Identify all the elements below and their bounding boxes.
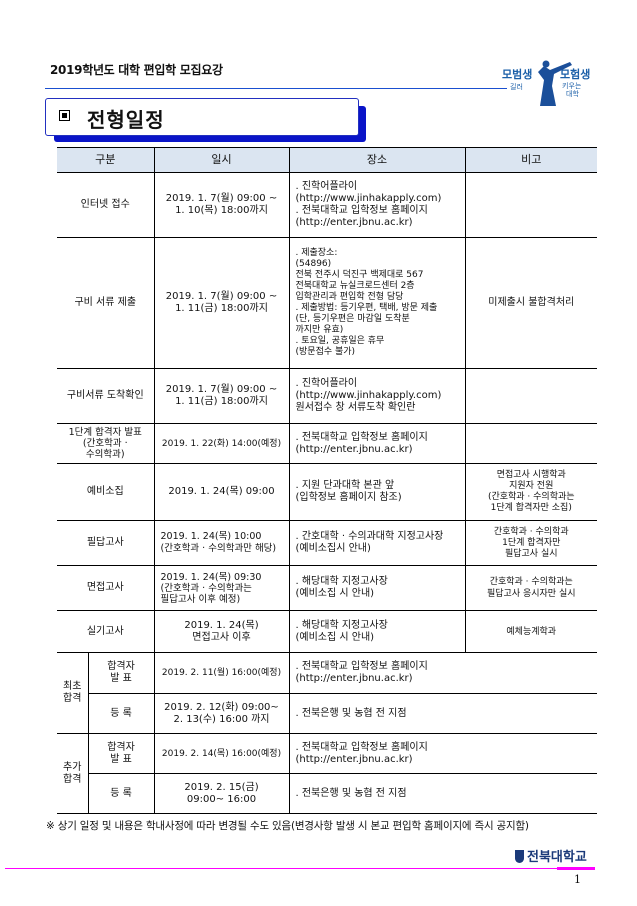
square-bullet-icon	[59, 110, 70, 121]
row-note	[464, 368, 597, 424]
row-category: 인터넷 접수	[57, 172, 155, 238]
table-row: 필답고사 2019. 1. 24(목) 10:00 (간호학과 · 수의학과만 …	[57, 520, 597, 566]
university-emblem-icon	[515, 850, 524, 863]
university-logo: 전북대학교	[515, 846, 587, 865]
row-note: 면접고사 시행학과 지원자 전원 (간호학과 · 수의학과는 1단계 합격자만 …	[464, 463, 597, 521]
document-header-title: 2019학년도 대학 편입학 모집요강	[50, 63, 223, 77]
row-place: . 전북대학교 입학정보 홈페이지 (http://enter.jbnu.ac.…	[288, 652, 597, 694]
row-place: . 진학어플라이 (http://www.jinhakapply.com) . …	[288, 172, 466, 238]
row-place: . 간호대학 · 수의과대학 지정고사장 (예비소집시 안내)	[288, 520, 466, 566]
row-date: 2019. 1. 7(월) 09:00 ~ 1. 11(금) 18:00까지	[153, 237, 290, 369]
row-date: 2019. 2. 15(금) 09:00~ 16:00	[153, 773, 290, 814]
table-row: 최초 합격 합격자 발 표 2019. 2. 11(월) 16:00(예정) .…	[57, 652, 597, 734]
row-place: . 지원 단과대학 본관 앞 (입학정보 홈페이지 참조)	[288, 463, 466, 521]
row-date: 2019. 1. 24(목) 면접고사 이후	[153, 610, 290, 653]
svg-text:길러: 길러	[510, 82, 523, 91]
table-row: 1단계 합격자 발표 (간호학과 · 수의학과) 2019. 1. 22(화) …	[57, 423, 597, 464]
table-row: 추가 합격 합격자 발 표 2019. 2. 14(목) 16:00(예정) .…	[57, 733, 597, 814]
row-date: 2019. 2. 14(목) 16:00(예정)	[153, 733, 290, 774]
row-note: 간호학과 · 수의학과 1단계 합격자만 필답고사 실시	[464, 520, 597, 566]
svg-text:모험생: 모험생	[560, 67, 590, 81]
group-label-additional-pass: 추가 합격	[57, 733, 89, 814]
row-place: . 전북대학교 입학정보 홈페이지 (http://enter.jbnu.ac.…	[288, 733, 597, 774]
row-place: . 진학어플라이 (http://www.jinhakapply.com) 원서…	[288, 368, 466, 424]
row-place: . 해당대학 지정고사장 (예비소집 시 안내)	[288, 565, 466, 611]
row-subcategory: 등 록	[88, 773, 155, 814]
table-row: 구비서류 도착확인 2019. 1. 7(월) 09:00 ~ 1. 11(금)…	[57, 368, 597, 424]
table-row: 예비소집 2019. 1. 24(목) 09:00 . 지원 단과대학 본관 앞…	[57, 463, 597, 521]
table-row: 면접고사 2019. 1. 24(목) 09:30 (간호학과 · 수의학과는 …	[57, 565, 597, 611]
row-note: 간호학과 · 수의학과는 필답고사 응시자만 실시	[464, 565, 597, 611]
header-divider	[45, 88, 507, 89]
row-date: 2019. 1. 24(목) 09:00	[153, 463, 290, 521]
row-category: 구비서류 도착확인	[57, 368, 155, 424]
row-subcategory: 등 록	[88, 693, 155, 734]
svg-text:대학: 대학	[566, 89, 579, 98]
header-note: 비고	[464, 147, 597, 173]
row-note: 예체능계학과	[464, 610, 597, 653]
header-category: 구분	[57, 147, 155, 173]
footer-divider	[5, 868, 595, 869]
row-date: 2019. 2. 11(월) 16:00(예정)	[153, 652, 290, 694]
table-row: 구비 서류 제출 2019. 1. 7(월) 09:00 ~ 1. 11(금) …	[57, 237, 597, 369]
row-note	[464, 172, 597, 238]
row-place: . 해당대학 지정고사장 (예비소집 시 안내)	[288, 610, 466, 653]
row-category: 예비소집	[57, 463, 155, 521]
svg-text:모범생: 모범생	[502, 67, 532, 81]
footnote: ※ 상기 일정 및 내용은 학내사정에 따라 변경될 수도 있음(변경사항 발생…	[46, 820, 529, 832]
university-name: 전북대학교	[527, 850, 587, 865]
row-place: . 제출장소: (54896) 전북 전주시 덕진구 백제대로 567 전북대학…	[288, 237, 466, 369]
row-place: . 전북은행 및 농협 전 지점	[288, 773, 597, 814]
row-place: . 전북은행 및 농협 전 지점	[288, 693, 597, 734]
footer-divider-accent	[557, 867, 595, 870]
row-note: 미제출시 불합격처리	[464, 237, 597, 369]
header-date: 일시	[153, 147, 290, 173]
section-title-box: 전형일정	[45, 98, 359, 136]
section-title: 전형일정	[87, 108, 165, 132]
page-number: 1	[574, 873, 581, 886]
row-subcategory: 합격자 발 표	[87, 733, 155, 774]
row-date: 2019. 1. 7(월) 09:00 ~ 1. 10(목) 18:00까지	[153, 172, 290, 238]
row-category: 면접고사	[57, 565, 155, 611]
row-category: 구비 서류 제출	[57, 237, 155, 369]
table-row: 인터넷 접수 2019. 1. 7(월) 09:00 ~ 1. 10(목) 18…	[57, 172, 597, 238]
row-date: 2019. 1. 22(화) 14:00(예정)	[153, 423, 290, 464]
group-label-initial-pass: 최초 합격	[57, 652, 89, 734]
svg-text:키우는: 키우는	[562, 81, 582, 90]
table-header-row: 구분 일시 장소 비고	[57, 147, 597, 173]
row-note	[464, 423, 597, 464]
row-date: 2019. 1. 7(월) 09:00 ~ 1. 11(금) 18:00까지	[153, 368, 290, 424]
row-place: . 전북대학교 입학정보 홈페이지 (http://enter.jbnu.ac.…	[288, 423, 466, 464]
table-row: 등 록 2019. 2. 15(금) 09:00~ 16:00 . 전북은행 및…	[57, 773, 597, 814]
row-category: 1단계 합격자 발표 (간호학과 · 수의학과)	[57, 423, 155, 464]
schedule-table: 구분 일시 장소 비고 인터넷 접수 2019. 1. 7(월) 09:00 ~…	[57, 147, 597, 814]
row-subcategory: 합격자 발 표	[87, 652, 155, 694]
university-slogan-logo: 모범생 길러 모험생 키우는 대학	[502, 60, 590, 106]
row-date: 2019. 1. 24(목) 09:30 (간호학과 · 수의학과는 필답고사 …	[153, 565, 290, 611]
header-place: 장소	[288, 147, 466, 173]
row-category: 실기고사	[57, 610, 155, 653]
row-category: 필답고사	[57, 520, 155, 566]
table-row: 실기고사 2019. 1. 24(목) 면접고사 이후 . 해당대학 지정고사장…	[57, 610, 597, 653]
row-date: 2019. 1. 24(목) 10:00 (간호학과 · 수의학과만 해당)	[153, 520, 290, 566]
row-date: 2019. 2. 12(화) 09:00~ 2. 13(수) 16:00 까지	[153, 693, 290, 734]
table-row: 등 록 2019. 2. 12(화) 09:00~ 2. 13(수) 16:00…	[57, 693, 597, 734]
